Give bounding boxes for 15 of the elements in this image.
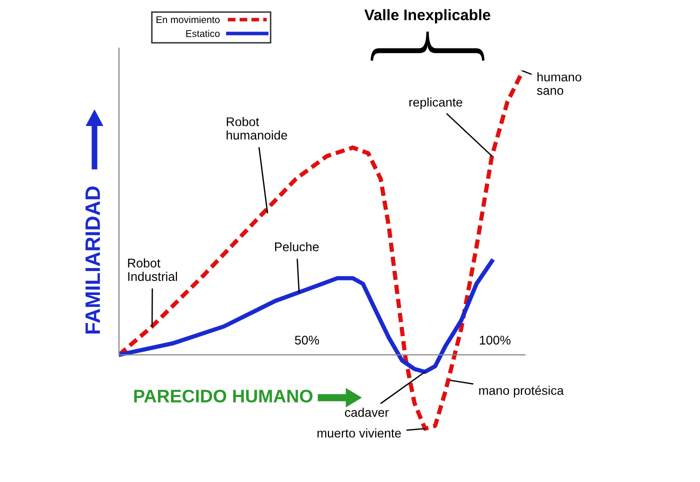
x-tick-label: 100% <box>480 336 510 345</box>
annotation: mano protésica <box>479 386 564 398</box>
annotation: Peluche <box>275 242 319 252</box>
x-axis-title: PARECIDO HUMANO <box>134 390 312 402</box>
annotation: Robot Industrial <box>128 258 177 281</box>
y-axis-title: FAMILIARIDAD <box>86 186 100 334</box>
annotation: humano sano <box>536 72 582 95</box>
legend-label: En movimiento <box>156 16 220 24</box>
text: Valle Inexplicable <box>364 9 490 24</box>
annotation: replicante <box>409 97 462 110</box>
x-tick-label: 50% <box>294 336 320 345</box>
annotation: Robot humanoide <box>226 116 288 140</box>
legend-label: Estatico <box>186 30 220 38</box>
annotation: cadaver <box>344 408 389 417</box>
annotation: muerto viviente <box>318 428 401 438</box>
